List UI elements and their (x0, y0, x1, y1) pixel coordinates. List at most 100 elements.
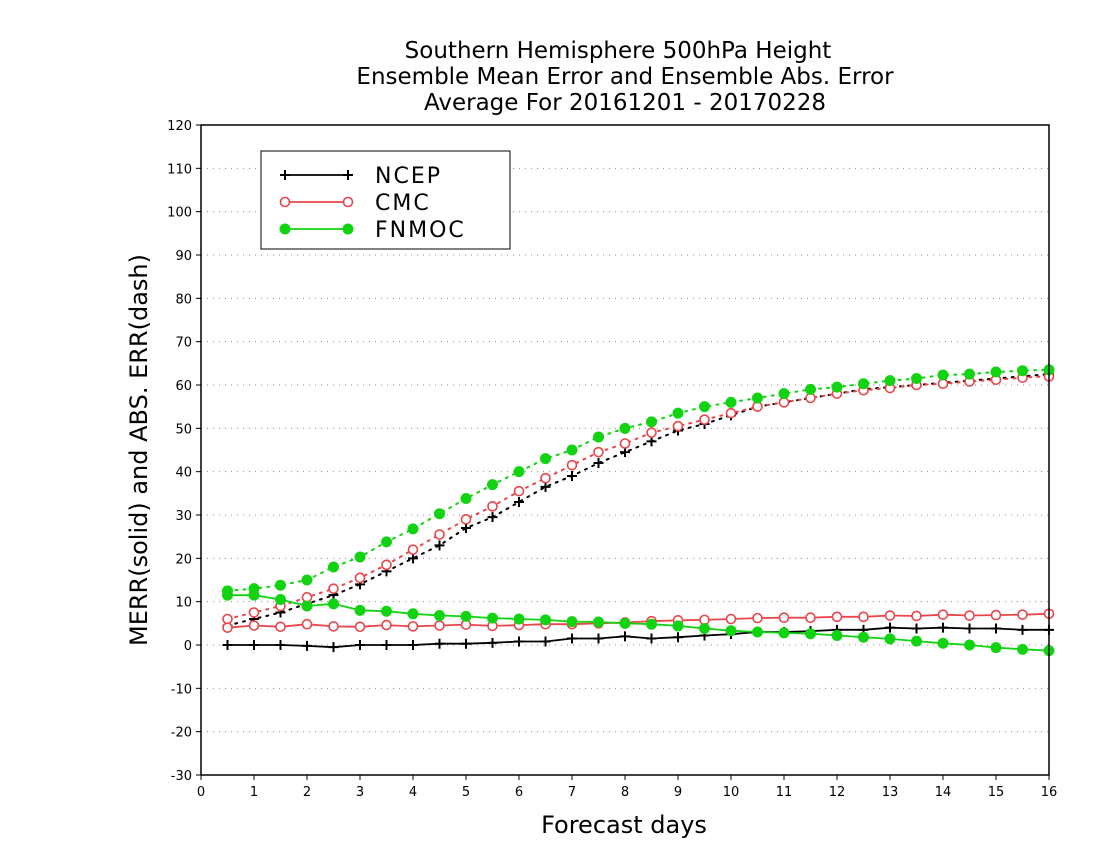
cmc-abs-err-point (619, 438, 631, 449)
y-tick-label: 120 (167, 119, 192, 134)
fnmoc-merr-point (805, 628, 816, 640)
fnmoc-abs-err-point (778, 388, 790, 400)
y-tick-label: 30 (175, 509, 192, 524)
fnmoc-merr-point (990, 642, 1002, 654)
x-tick-label: 11 (776, 785, 793, 800)
fnmoc-merr-point (328, 598, 339, 610)
cmc-abs-err-point (328, 583, 339, 594)
x-axis: 0 1 2 3 4 5 6 7 8 9 10 11 12 13 14 15 16 (197, 775, 1057, 800)
fnmoc-merr-point (699, 623, 710, 635)
fnmoc-abs-err-line (226, 368, 1050, 592)
fnmoc-merr-point (725, 625, 737, 637)
cmc-abs-err-line (226, 375, 1050, 620)
cmc-merr-point (381, 619, 392, 631)
ncep-merr-point (1017, 624, 1028, 635)
cmc-merr-point (1017, 609, 1028, 620)
ncep-abs-err-point (487, 512, 498, 523)
fnmoc-abs-err-point (566, 444, 578, 456)
fnmoc-abs-err-point (805, 383, 816, 395)
fnmoc-merr-point (222, 589, 233, 601)
cmc-abs-err-point (460, 514, 472, 525)
ncep-merr-point (911, 623, 922, 634)
fnmoc-abs-err-point (1017, 365, 1028, 377)
fnmoc-merr-point (275, 594, 286, 605)
cmc-merr-point (725, 613, 737, 625)
cmc-merr-point (911, 610, 922, 622)
ncep-merr-point (514, 636, 524, 647)
ncep-merr-point (434, 638, 445, 649)
fnmoc-merr-point (672, 620, 684, 632)
ncep-merr-point (991, 623, 1001, 634)
fnmoc-merr-point (858, 631, 869, 643)
fnmoc-merr-point (937, 637, 949, 649)
fnmoc-abs-err-point (407, 523, 419, 535)
title-line-2: Ensemble Mean Error and Ensemble Abs. Er… (356, 64, 894, 90)
fnmoc-merr-point (407, 608, 419, 620)
cmc-abs-err-point (725, 407, 737, 419)
y-tick-label: 110 (167, 162, 192, 177)
ncep-merr-point (885, 622, 895, 633)
legend-marker-ncep (343, 170, 353, 180)
cmc-abs-err-point (513, 485, 525, 497)
x-tick-label: 3 (356, 785, 364, 800)
ncep-merr-point (673, 632, 683, 643)
y-tick-label: -10 (171, 682, 192, 697)
fnmoc-abs-err-point (911, 373, 922, 384)
fnmoc-abs-err-point (831, 381, 843, 393)
ncep-merr-point (540, 636, 551, 647)
x-tick-label: 16 (1041, 785, 1058, 800)
y-axis: -30 -20 -10 0 10 20 30 40 50 60 70 80 90 100 110 120 (167, 119, 201, 784)
cmc-abs-err-point (487, 501, 498, 512)
chart-title: Southern Hemisphere 500hPa Height Ensemb… (356, 38, 894, 116)
ncep-abs-err-point (593, 458, 604, 468)
fnmoc-merr-point (778, 627, 790, 639)
cmc-merr-point (805, 612, 816, 624)
fnmoc-abs-err-point (487, 479, 498, 491)
fnmoc-merr-point (381, 605, 392, 617)
cmc-merr-point (858, 611, 869, 623)
fnmoc-abs-err-point (937, 369, 949, 381)
cmc-merr-point (990, 609, 1002, 621)
x-tick-label: 14 (935, 785, 952, 800)
fnmoc-abs-err-point (328, 561, 339, 573)
fnmoc-merr-point (831, 629, 843, 641)
fnmoc-merr-point (460, 610, 472, 622)
cmc-abs-err-point (805, 392, 816, 404)
cmc-abs-err-point (248, 607, 260, 618)
ncep-abs-err-point (567, 471, 577, 481)
legend-label-ncep: NCEP (375, 164, 442, 189)
ncep-merr-point (222, 640, 233, 650)
cmc-abs-err-point (407, 544, 419, 555)
cmc-abs-err-point (699, 414, 710, 425)
ncep-abs-err-point (514, 497, 524, 507)
fnmoc-abs-err-point (672, 407, 684, 419)
y-tick-label: -30 (171, 769, 192, 784)
ncep-merr-point (487, 637, 498, 648)
y-tick-label: 0 (184, 639, 192, 654)
ncep-merr-point (646, 633, 657, 644)
x-tick-label: 4 (409, 785, 417, 800)
x-tick-label: 15 (988, 785, 1005, 800)
cmc-merr-point (434, 620, 445, 631)
fnmoc-abs-err-point (964, 368, 975, 380)
ncep-merr-point (620, 631, 630, 642)
cmc-merr-point (831, 611, 843, 623)
fnmoc-abs-err-point (354, 551, 366, 563)
cmc-merr-point (248, 620, 260, 631)
cmc-merr-point (222, 622, 233, 633)
y-tick-label: 70 (175, 336, 192, 351)
x-tick-label: 13 (882, 785, 899, 800)
ncep-merr-point (381, 640, 392, 650)
ncep-merr-point (355, 640, 365, 650)
fnmoc-merr-point (752, 626, 763, 638)
y-tick-label: 20 (175, 552, 192, 567)
x-tick-label: 2 (303, 785, 311, 800)
ncep-merr-point (461, 638, 471, 649)
ncep-abs-err-point (620, 447, 630, 458)
x-tick-label: 1 (250, 785, 258, 800)
y-tick-label: -20 (171, 726, 192, 741)
ncep-merr-line (227, 626, 1049, 649)
x-tick-label: 8 (621, 785, 629, 800)
fnmoc-merr-point (248, 589, 260, 601)
